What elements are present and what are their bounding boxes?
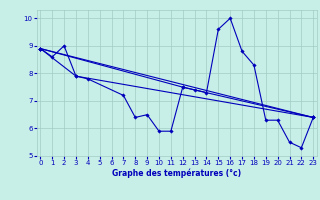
- X-axis label: Graphe des températures (°c): Graphe des températures (°c): [112, 169, 241, 178]
